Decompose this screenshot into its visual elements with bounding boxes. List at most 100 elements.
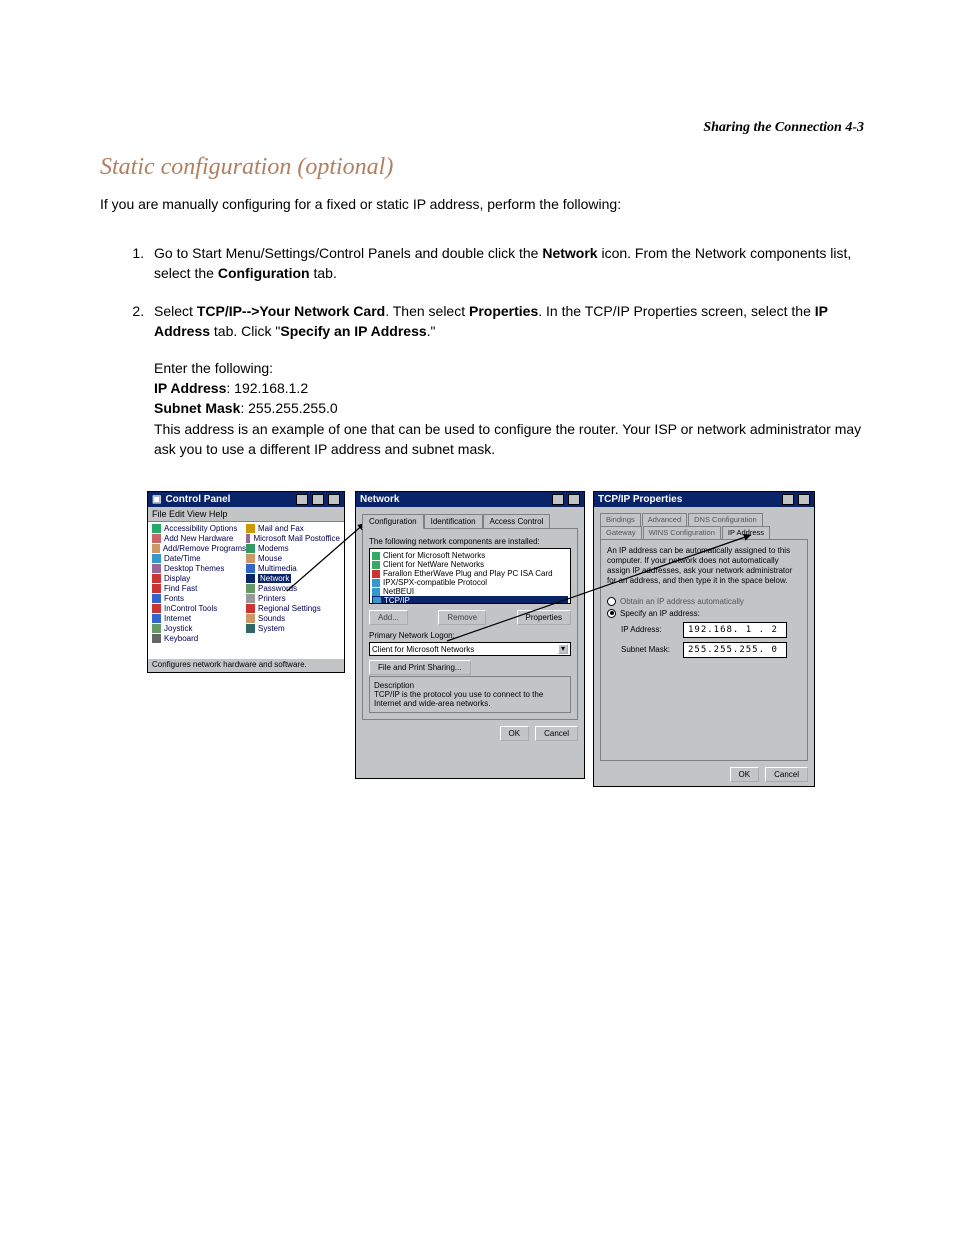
minimize-icon[interactable] bbox=[296, 494, 308, 505]
component-row[interactable]: NetBEUI bbox=[372, 587, 568, 596]
applet-icon bbox=[152, 624, 161, 633]
control-panel-item[interactable]: InControl Tools bbox=[152, 604, 246, 613]
control-panel-item-label: Passwords bbox=[258, 584, 297, 593]
component-row[interactable]: Client for Microsoft Networks bbox=[372, 551, 568, 560]
control-panel-item[interactable]: Add/Remove Programs bbox=[152, 544, 246, 553]
cancel-button[interactable]: Cancel bbox=[535, 726, 578, 741]
applet-icon bbox=[246, 594, 255, 603]
tab-wins-config[interactable]: WINS Configuration bbox=[643, 526, 721, 539]
control-panel-item-label: Sounds bbox=[258, 614, 285, 623]
primary-logon-value: Client for Microsoft Networks bbox=[372, 645, 474, 654]
control-panel-item[interactable]: Desktop Themes bbox=[152, 564, 246, 573]
ip-address-field: IP Address: 192.168. 1 . 2 bbox=[621, 622, 801, 638]
cancel-button[interactable]: Cancel bbox=[765, 767, 808, 782]
control-panel-item[interactable]: Date/Time bbox=[152, 554, 246, 563]
tab-identification[interactable]: Identification bbox=[424, 514, 483, 528]
close-icon[interactable] bbox=[328, 494, 340, 505]
chevron-down-icon[interactable]: ▾ bbox=[558, 644, 568, 654]
ok-button[interactable]: OK bbox=[500, 726, 530, 741]
network-title: Network bbox=[360, 494, 399, 505]
tab-gateway[interactable]: Gateway bbox=[600, 526, 642, 539]
properties-button[interactable]: Properties bbox=[517, 610, 571, 625]
component-row[interactable]: TCP/IP bbox=[372, 596, 568, 604]
help-icon[interactable] bbox=[782, 494, 794, 505]
screenshot-row: ▣ Control Panel File Edit View Help Acce… bbox=[147, 491, 817, 791]
component-icon bbox=[372, 561, 380, 569]
tab-ip-address[interactable]: IP Address bbox=[722, 526, 770, 539]
control-panel-item-label: Desktop Themes bbox=[164, 564, 224, 573]
component-row[interactable]: Client for NetWare Networks bbox=[372, 560, 568, 569]
close-icon[interactable] bbox=[798, 494, 810, 505]
control-panel-item[interactable]: Network bbox=[246, 574, 340, 583]
applet-icon bbox=[246, 624, 255, 633]
control-panel-item[interactable]: Keyboard bbox=[152, 634, 246, 643]
control-panel-item-label: Mail and Fax bbox=[258, 524, 304, 533]
tab-access-control[interactable]: Access Control bbox=[483, 514, 551, 528]
control-panel-statusbar: Configures network hardware and software… bbox=[148, 658, 344, 670]
description-label: Description bbox=[374, 681, 566, 690]
control-panel-item[interactable]: Passwords bbox=[246, 584, 340, 593]
step-2-bold-specify: Specify an IP Address bbox=[280, 323, 426, 339]
tab-dns-config[interactable]: DNS Configuration bbox=[688, 513, 763, 526]
control-panel-item[interactable]: Fonts bbox=[152, 594, 246, 603]
ok-button[interactable]: OK bbox=[730, 767, 760, 782]
component-row[interactable]: Farallon EtherWave Plug and Play PC ISA … bbox=[372, 569, 568, 578]
control-panel-item[interactable]: Joystick bbox=[152, 624, 246, 633]
control-panel-item[interactable]: Printers bbox=[246, 594, 340, 603]
radio-specify[interactable]: Specify an IP address: bbox=[607, 609, 801, 618]
help-icon[interactable] bbox=[552, 494, 564, 505]
applet-icon bbox=[152, 634, 161, 643]
primary-logon-dropdown[interactable]: Client for Microsoft Networks ▾ bbox=[369, 642, 571, 656]
control-panel-item[interactable]: Mouse bbox=[246, 554, 340, 563]
tab-bindings[interactable]: Bindings bbox=[600, 513, 641, 526]
close-icon[interactable] bbox=[568, 494, 580, 505]
control-panel-item[interactable]: System bbox=[246, 624, 340, 633]
control-panel-item[interactable]: Accessibility Options bbox=[152, 524, 246, 533]
remove-button[interactable]: Remove bbox=[438, 610, 486, 625]
folder-icon: ▣ bbox=[152, 494, 161, 505]
control-panel-item-label: Display bbox=[164, 574, 190, 583]
control-panel-item-label: Keyboard bbox=[164, 634, 198, 643]
components-listbox[interactable]: Client for Microsoft NetworksClient for … bbox=[369, 548, 571, 604]
ip-address-input[interactable]: 192.168. 1 . 2 bbox=[683, 622, 787, 638]
control-panel-item[interactable]: Microsoft Mail Postoffice bbox=[246, 534, 340, 543]
applet-icon bbox=[246, 604, 255, 613]
radio-obtain-auto[interactable]: Obtain an IP address automatically bbox=[607, 597, 801, 606]
control-panel-item[interactable]: Find Fast bbox=[152, 584, 246, 593]
file-print-sharing-button[interactable]: File and Print Sharing... bbox=[369, 660, 471, 675]
page-header: Sharing the Connection 4-3 bbox=[100, 120, 864, 136]
maximize-icon[interactable] bbox=[312, 494, 324, 505]
add-button[interactable]: Add... bbox=[369, 610, 408, 625]
tab-advanced[interactable]: Advanced bbox=[642, 513, 687, 526]
tcpip-titlebar: TCP/IP Properties bbox=[594, 492, 814, 507]
control-panel-item[interactable]: Modems bbox=[246, 544, 340, 553]
step-1-text3: tab. bbox=[310, 265, 337, 281]
tab-configuration[interactable]: Configuration bbox=[362, 514, 424, 529]
step-2-bold-tcpip: TCP/IP-->Your Network Card bbox=[197, 303, 385, 319]
control-panel-item[interactable]: Add New Hardware bbox=[152, 534, 246, 543]
ip-address-field-label: IP Address: bbox=[621, 625, 677, 634]
control-panel-item-label: Fonts bbox=[164, 594, 184, 603]
control-panel-menubar[interactable]: File Edit View Help bbox=[148, 507, 344, 522]
applet-icon bbox=[246, 574, 255, 583]
control-panel-item-label: Modems bbox=[258, 544, 289, 553]
intro-paragraph: If you are manually configuring for a fi… bbox=[100, 195, 864, 215]
component-label: IPX/SPX-compatible Protocol bbox=[383, 578, 487, 587]
control-panel-item[interactable]: Regional Settings bbox=[246, 604, 340, 613]
component-label: Client for NetWare Networks bbox=[383, 560, 484, 569]
control-panel-item[interactable]: Sounds bbox=[246, 614, 340, 623]
control-panel-item[interactable]: Internet bbox=[152, 614, 246, 623]
subnet-mask-input[interactable]: 255.255.255. 0 bbox=[683, 642, 787, 658]
control-panel-item-label: Joystick bbox=[164, 624, 192, 633]
step-1-text: Go to Start Menu/Settings/Control Panels… bbox=[154, 245, 542, 261]
component-row[interactable]: IPX/SPX-compatible Protocol bbox=[372, 578, 568, 587]
section-heading: Static configuration (optional) bbox=[100, 154, 864, 181]
component-icon bbox=[373, 597, 381, 605]
control-panel-item[interactable]: Display bbox=[152, 574, 246, 583]
applet-icon bbox=[152, 554, 161, 563]
applet-icon bbox=[152, 524, 161, 533]
control-panel-titlebar: ▣ Control Panel bbox=[148, 492, 344, 507]
control-panel-item[interactable]: Mail and Fax bbox=[246, 524, 340, 533]
control-panel-item[interactable]: Multimedia bbox=[246, 564, 340, 573]
step-1: Go to Start Menu/Settings/Control Panels… bbox=[148, 243, 864, 284]
